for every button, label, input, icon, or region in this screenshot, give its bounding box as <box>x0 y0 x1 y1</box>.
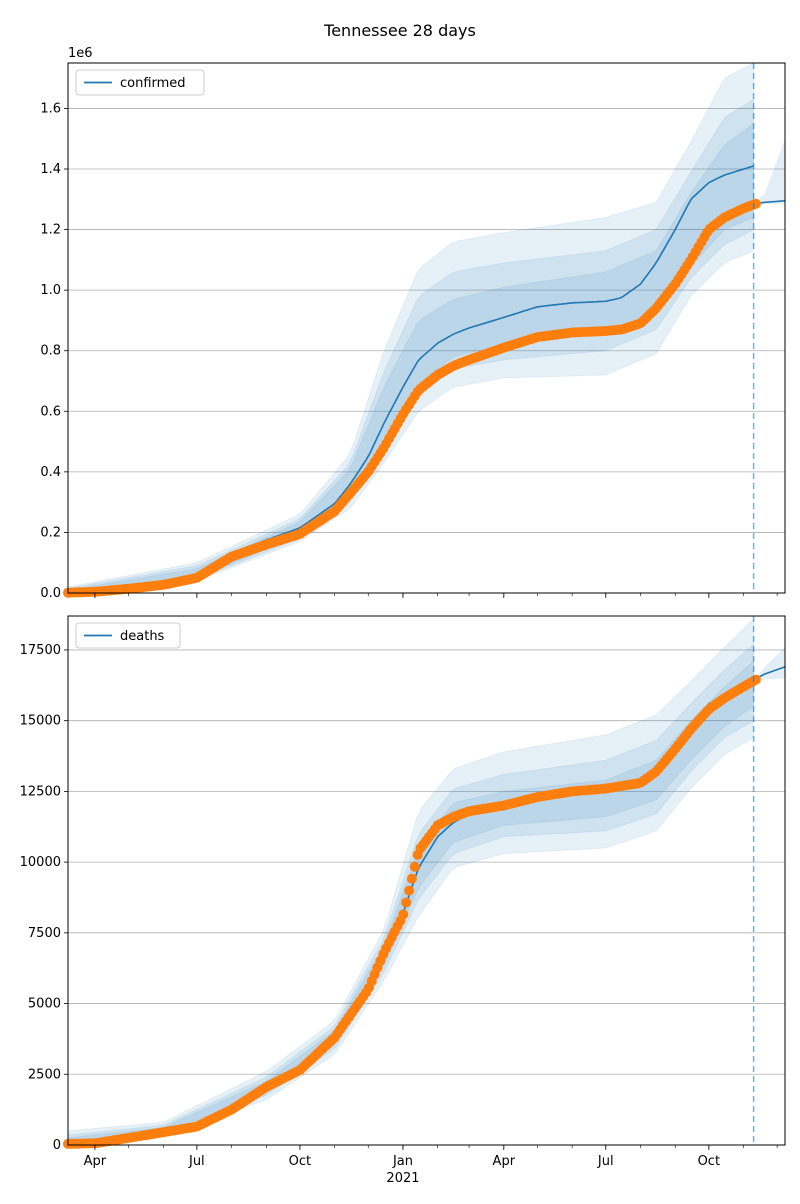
y-tick-label: 1.2 <box>40 223 61 238</box>
forecast-band <box>753 138 785 204</box>
panel-confirmed: 0.0 0.2 0.4 0.6 0.8 1.0 1.2 1.4 1.6 1e6 confirmed <box>40 46 786 601</box>
y-tick-label: 0.6 <box>40 404 61 419</box>
y-tick-label: 10000 <box>20 855 61 870</box>
observed-point <box>406 873 417 884</box>
observed-point <box>750 674 761 685</box>
observed-point <box>404 885 415 896</box>
uncertainty-band <box>67 62 755 594</box>
x-tick-label: Oct <box>289 1154 311 1169</box>
y-tick-label: 5000 <box>28 997 61 1012</box>
axes-frame <box>67 62 786 594</box>
y-tick-label: 7500 <box>28 926 61 941</box>
observed-point <box>409 861 420 872</box>
y-tick-label: 2500 <box>28 1067 61 1082</box>
panel-deaths: 0 2500 5000 7500 10000 12500 15000 17500 Apr Jul O… <box>20 615 786 1186</box>
y-tick-label: 15000 <box>20 714 61 729</box>
y-tick-label: 0.0 <box>40 586 61 601</box>
x-tick-label: Oct <box>698 1154 720 1169</box>
y-tick-label: 0.2 <box>40 525 61 540</box>
y-tick-label: 0 <box>53 1138 61 1153</box>
y-tick-label: 1.4 <box>40 162 61 177</box>
legend-box <box>75 69 205 96</box>
y-offset-label: 1e6 <box>68 46 93 61</box>
y-tick-label: 1.0 <box>40 283 61 298</box>
y-tick-label: 0.8 <box>40 344 61 359</box>
y-tick-label: 17500 <box>20 643 61 658</box>
uncertainty-band <box>67 122 755 594</box>
observed-point <box>401 897 412 908</box>
x-tick-label: Jul <box>188 1154 205 1169</box>
x-tick-label: Jul <box>597 1154 614 1169</box>
x-tick-label: Apr <box>493 1154 516 1169</box>
observed-point <box>750 198 761 209</box>
y-tick-label: 12500 <box>20 784 61 799</box>
figure-title: Tennessee 28 days <box>324 21 476 40</box>
legend-label: deaths <box>120 629 165 644</box>
forecast-band <box>753 647 785 680</box>
x-tick-label: Jan <box>392 1154 413 1169</box>
x-year-label: 2021 <box>386 1171 419 1186</box>
axes-frame <box>67 615 786 1146</box>
y-tick-label: 0.4 <box>40 465 61 480</box>
legend-box <box>75 622 181 649</box>
x-tick-label: Apr <box>84 1154 107 1169</box>
y-tick-label: 1.6 <box>40 101 61 116</box>
observed-point <box>398 909 409 920</box>
legend-label: confirmed <box>120 76 186 91</box>
